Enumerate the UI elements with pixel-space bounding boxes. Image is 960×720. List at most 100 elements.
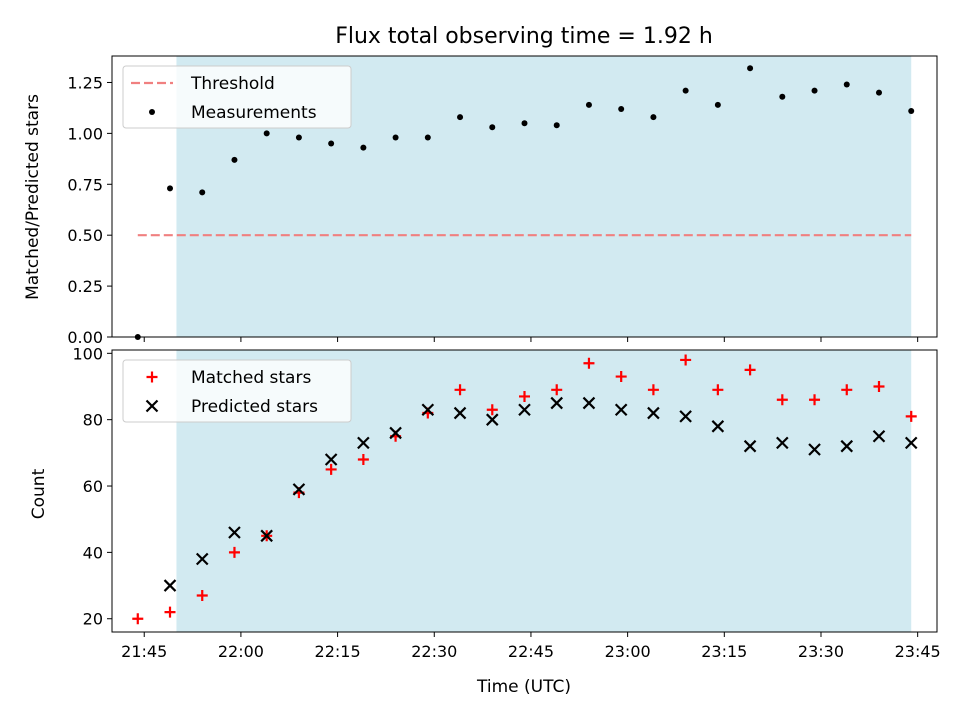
bottom-predicted-point (872, 429, 886, 443)
bottom-matched-point (776, 394, 788, 406)
bottom-matched-point (454, 384, 466, 396)
bottom-y-tick-label: 20 (83, 610, 103, 629)
bottom-matched-point (809, 394, 821, 406)
bottom-matched-point (519, 390, 530, 402)
top-axes-frame (111, 55, 938, 338)
bottom-x-tick-label: 22:00 (218, 642, 264, 661)
top-point (521, 120, 528, 127)
bottom-legend-label: Matched stars (191, 368, 311, 388)
top-point (843, 81, 850, 88)
top-point (779, 93, 786, 100)
bottom-x-tick-label: 23:15 (701, 642, 747, 661)
bottom-matched-point (486, 404, 498, 416)
top-point (747, 65, 754, 72)
top-point (811, 87, 818, 94)
top-point (457, 114, 464, 121)
top-point (682, 87, 689, 94)
bottom-panel: 20 40 60 80 100 21:45 22:00 22:15 22:30 22:45 23:0… (72, 344, 940, 661)
bottom-matched-point (132, 613, 144, 625)
bottom-predicted-point (292, 483, 306, 496)
top-y-tick-label: 0.50 (67, 226, 103, 245)
bottom-predicted-point (647, 406, 660, 420)
top-point (328, 140, 335, 147)
top-y-tick-label: 0.25 (67, 277, 103, 296)
bottom-predicted-point (550, 396, 564, 410)
top-point (553, 122, 560, 129)
bottom-x-tick-label: 23:00 (605, 642, 651, 661)
bottom-predicted-point (679, 410, 692, 423)
bottom-predicted-point (260, 529, 273, 543)
top-point (231, 156, 238, 163)
bottom-x-tick-label: 22:30 (411, 642, 457, 661)
top-y-tick-label: 0.00 (67, 328, 103, 347)
bottom-predicted-point (582, 396, 596, 410)
top-point (424, 134, 431, 141)
top-point (167, 185, 174, 192)
bottom-matched-point (551, 384, 563, 396)
bottom-matched-point (873, 380, 885, 392)
top-point (295, 134, 302, 141)
bottom-matched-point (583, 357, 595, 369)
top-y-tick-label: 1.00 (67, 124, 103, 143)
bottom-predicted-point (840, 439, 854, 453)
top-point (618, 105, 625, 112)
bottom-legend-predicted-handle (145, 399, 159, 413)
bottom-predicted-point (904, 436, 918, 450)
top-point (263, 130, 270, 137)
bottom-matched-point (905, 410, 917, 422)
bottom-legend-matched-handle (146, 371, 158, 383)
top-legend-label: Threshold (190, 74, 275, 94)
bottom-predicted-point (614, 403, 628, 416)
bottom-matched-point (615, 371, 627, 383)
top-point (585, 101, 592, 108)
bottom-x-tick-label: 23:30 (798, 642, 844, 661)
bottom-predicted-point (195, 552, 209, 566)
bottom-matched-point (841, 384, 853, 396)
top-chart-title: Flux total observing time = 1.92 h (335, 24, 713, 49)
bottom-predicted-point (485, 413, 499, 426)
top-legend-box (122, 65, 352, 129)
top-point (714, 101, 721, 108)
bottom-matched-point (744, 364, 756, 376)
bottom-legend-box (122, 359, 352, 423)
bottom-matched-point (228, 546, 240, 558)
top-point (360, 144, 367, 151)
top-panel: 0.00 0.25 0.50 0.75 1.00 1.25 Threshold Measure… (67, 55, 938, 347)
bottom-axes-frame (111, 349, 938, 633)
bottom-y-axis-label: Count (29, 468, 49, 519)
top-point (489, 124, 496, 131)
bottom-predicted-point (357, 436, 370, 450)
bottom-predicted-point (518, 403, 531, 416)
top-point (875, 89, 882, 96)
bottom-x-tick-label: 21:45 (121, 642, 167, 661)
bottom-predicted-point (808, 443, 821, 456)
bottom-predicted-point (743, 439, 757, 453)
x-axis-label: Time (UTC) (476, 677, 571, 697)
bottom-matched-point (647, 384, 659, 396)
bottom-predicted-point (711, 420, 725, 433)
bottom-x-tick-label: 23:45 (895, 642, 941, 661)
top-point (392, 134, 399, 141)
top-legend-measurements-handle (149, 109, 155, 115)
bottom-legend-label: Predicted stars (191, 397, 318, 417)
top-point (199, 189, 206, 196)
bottom-matched-point (325, 463, 337, 475)
bottom-matched-point (196, 590, 208, 602)
bottom-predicted-point (421, 403, 435, 416)
top-y-axis-label: Matched/Predicted stars (23, 94, 43, 300)
top-y-tick-label: 1.25 (67, 73, 103, 92)
bottom-x-tick-label: 22:15 (315, 642, 361, 661)
top-legend-label: Measurements (191, 103, 317, 123)
bottom-predicted-point (163, 579, 177, 592)
bottom-y-tick-label: 80 (83, 411, 103, 430)
top-point (908, 107, 915, 114)
bottom-y-tick-label: 100 (72, 344, 103, 363)
bottom-y-tick-label: 60 (83, 477, 103, 496)
bottom-predicted-point (228, 526, 241, 539)
bottom-predicted-point (324, 453, 338, 466)
bottom-predicted-point (776, 436, 789, 450)
bottom-matched-point (164, 606, 176, 618)
bottom-predicted-point (389, 426, 402, 440)
bottom-y-tick-label: 40 (83, 543, 103, 562)
